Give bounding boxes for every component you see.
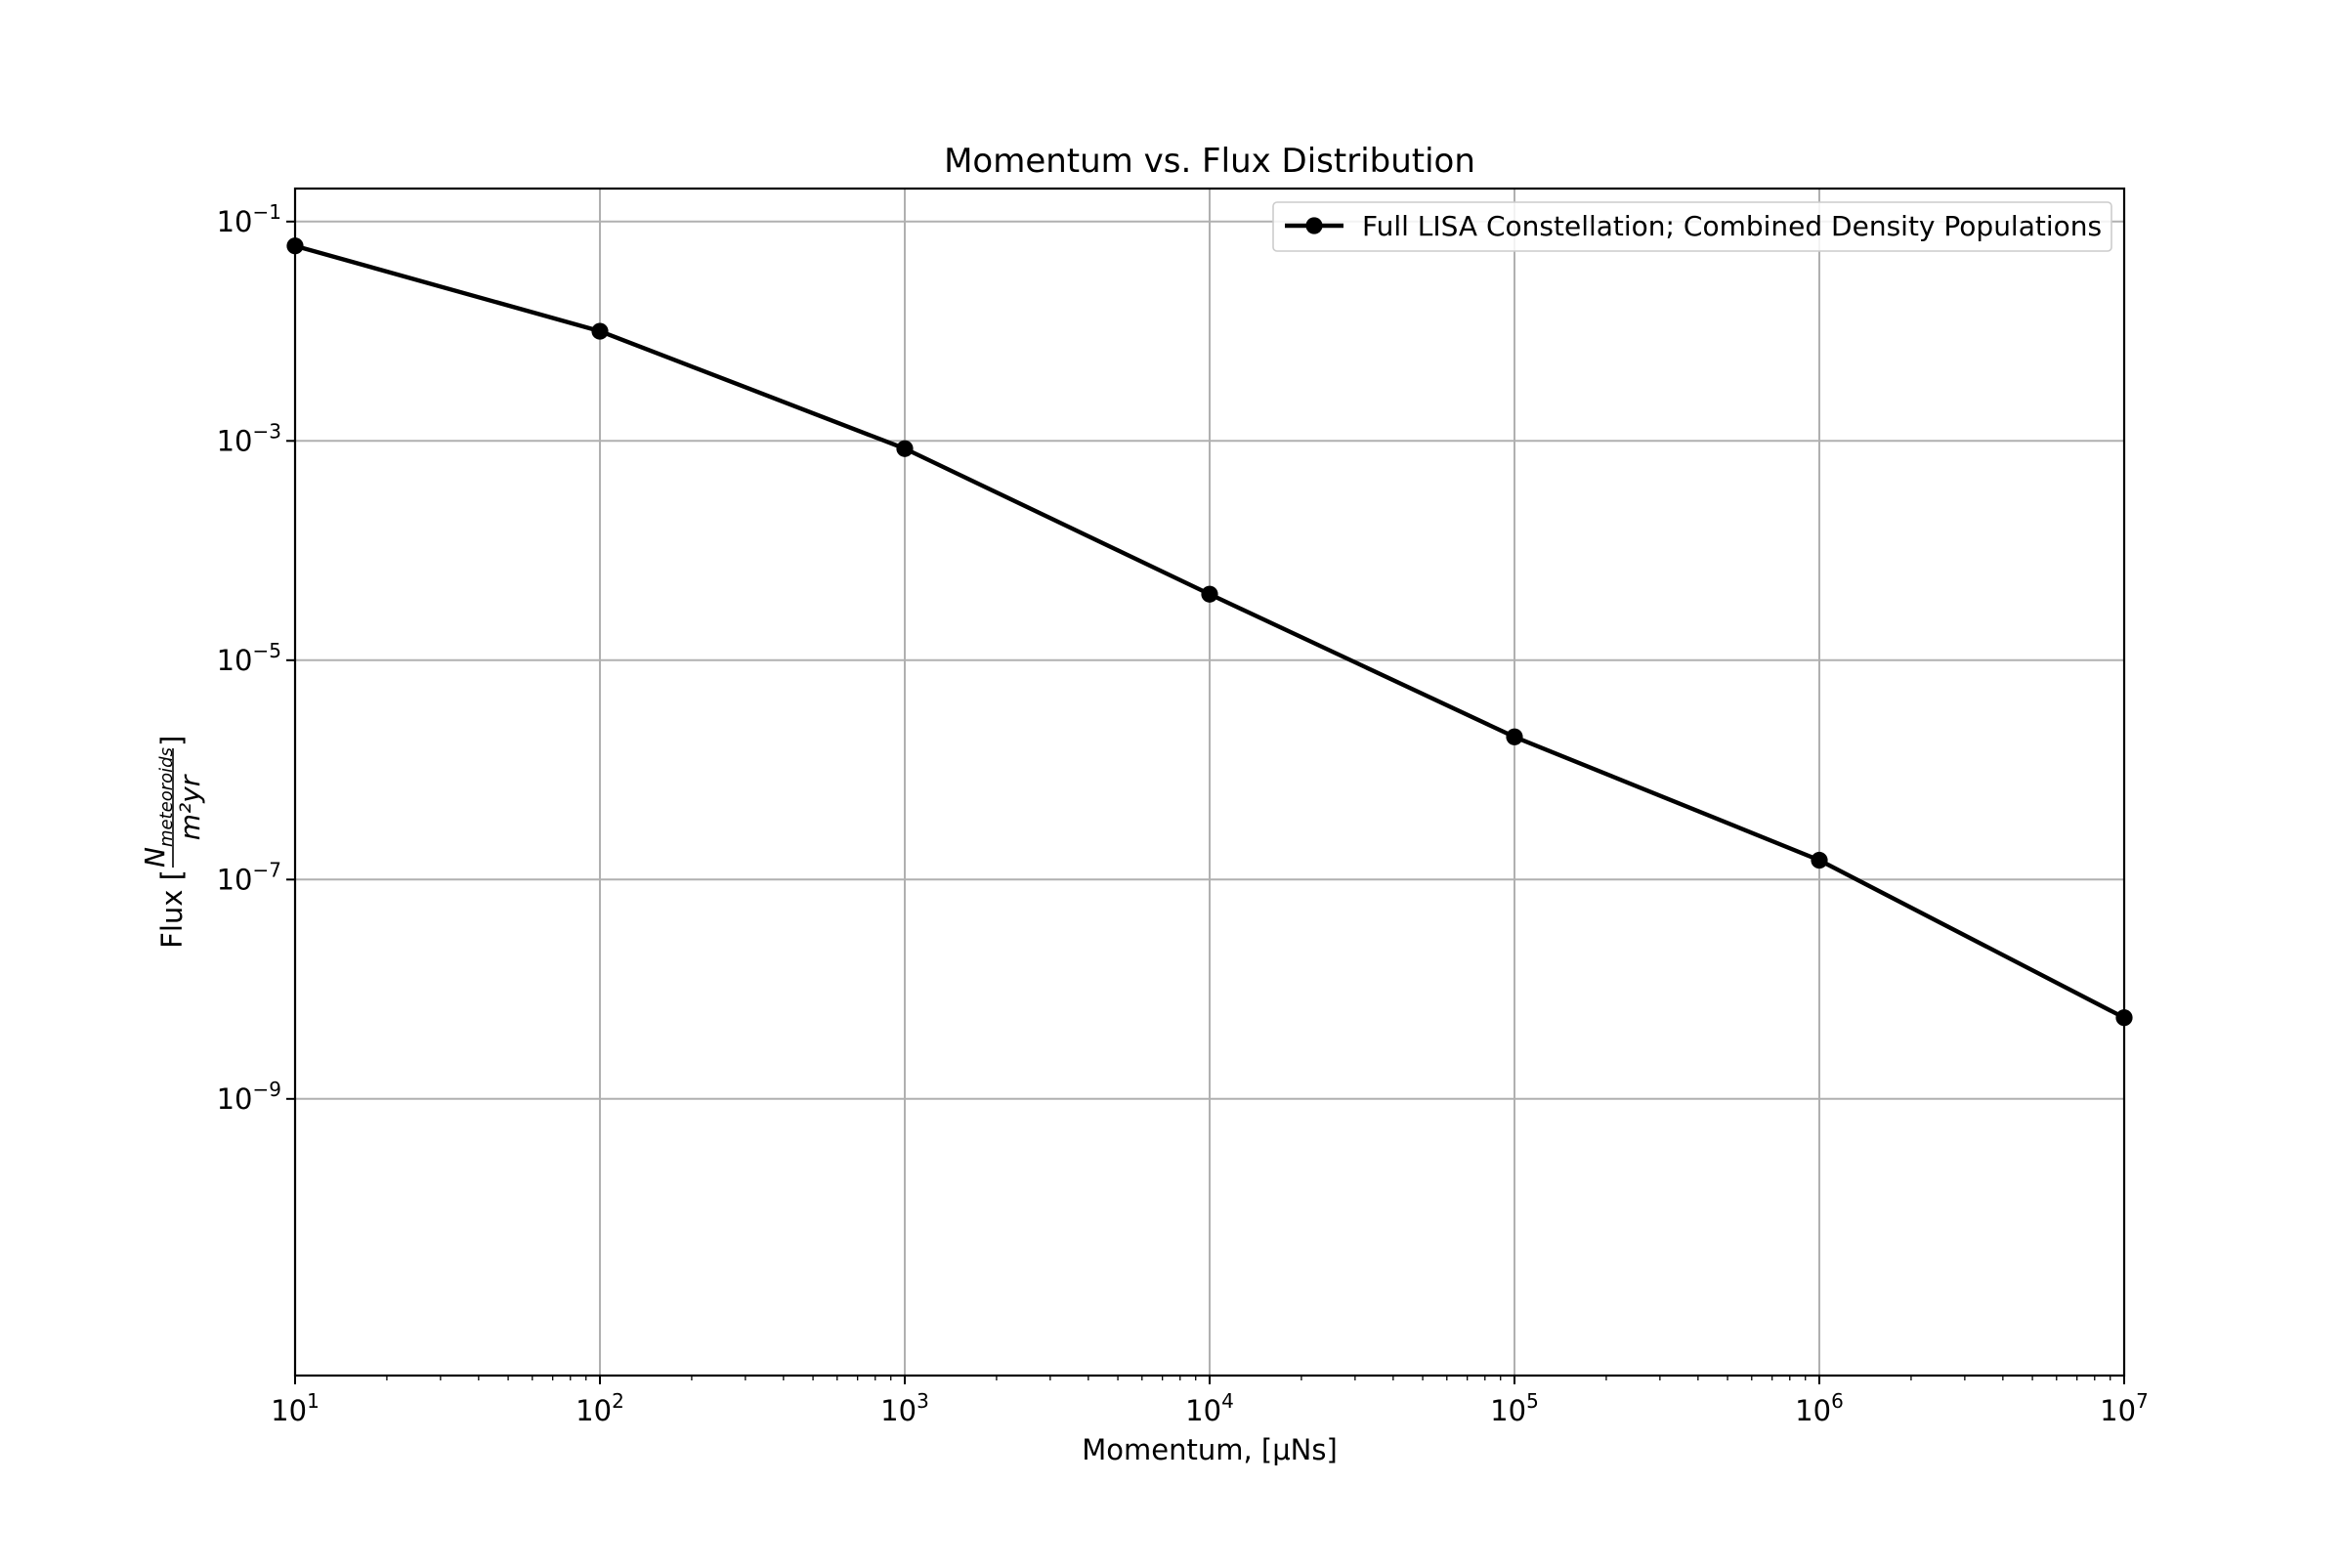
y-tick-label: 10−9: [217, 1078, 281, 1116]
grid-lines: [295, 189, 2124, 1376]
x-axis-title: Momentum, [μNs]: [1082, 1433, 1338, 1466]
y-axis-title-denominator: m²yr: [174, 774, 206, 840]
y-tick-label: 10−7: [217, 858, 281, 896]
x-tick-label: 104: [1185, 1389, 1234, 1427]
data-point: [896, 440, 914, 457]
x-tick-label: 105: [1490, 1389, 1539, 1427]
major-ticks: [286, 220, 2125, 1384]
y-tick-label: 10−3: [217, 419, 281, 457]
data-point: [1201, 585, 1218, 603]
data-point: [1811, 851, 1828, 869]
series-layer: [286, 237, 2133, 1027]
data-point: [591, 322, 609, 340]
legend-label: Full LISA Constellation; Combined Densit…: [1362, 210, 2102, 242]
x-tick-label: 102: [576, 1389, 624, 1427]
tick-labels: 101 102 103 104 105 106 107 10−1 10−3 10−5 10−7 10−…: [217, 200, 2149, 1427]
x-tick-label: 103: [880, 1389, 929, 1427]
y-tick-label: 10−5: [217, 639, 281, 677]
y-axis-title-subscript: meteoroids: [156, 747, 177, 847]
x-tick-label: 106: [1795, 1389, 1844, 1427]
legend-box: [1272, 201, 2112, 252]
y-axis-title: Flux [ Nmeteoroids m²yr ]: [139, 736, 206, 949]
y-axis-title-prefix: Flux [: [155, 869, 189, 949]
legend: Full LISA Constellation; Combined Densit…: [1272, 201, 2112, 252]
chart-title: Momentum vs. Flux Distribution: [944, 142, 1475, 181]
data-point: [1506, 728, 1523, 745]
x-tick-label: 107: [2100, 1389, 2149, 1427]
legend-marker-sample: [1305, 217, 1323, 234]
y-tick-label: 10−1: [217, 200, 281, 238]
y-axis-title-numerator: Nmeteoroids: [139, 747, 177, 868]
y-axis-title-suffix: ]: [155, 736, 189, 746]
x-tick-label: 101: [271, 1389, 320, 1427]
